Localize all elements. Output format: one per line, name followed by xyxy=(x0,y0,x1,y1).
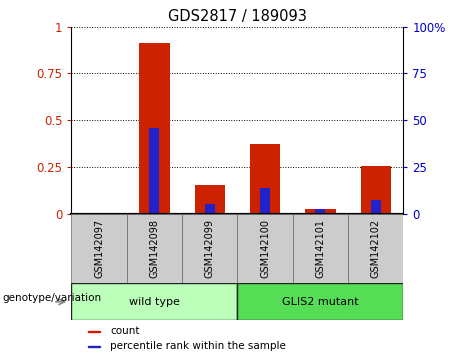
Text: GSM142102: GSM142102 xyxy=(371,219,381,278)
Bar xyxy=(293,214,348,283)
Bar xyxy=(71,283,237,320)
Bar xyxy=(182,214,237,283)
Bar xyxy=(149,128,160,214)
Text: GLIS2 mutant: GLIS2 mutant xyxy=(282,297,359,307)
Text: GSM142101: GSM142101 xyxy=(315,219,325,278)
Bar xyxy=(71,214,127,283)
Bar xyxy=(250,144,280,214)
Text: GSM142097: GSM142097 xyxy=(94,219,104,278)
Bar xyxy=(237,283,403,320)
Bar xyxy=(361,166,391,214)
Bar xyxy=(237,214,293,283)
Bar xyxy=(371,200,381,214)
Bar xyxy=(305,209,336,214)
Text: GSM142098: GSM142098 xyxy=(149,219,160,278)
Text: count: count xyxy=(110,326,140,336)
Bar xyxy=(88,331,100,332)
Text: GSM142099: GSM142099 xyxy=(205,219,215,278)
Bar xyxy=(348,214,403,283)
Text: GSM142100: GSM142100 xyxy=(260,219,270,278)
Bar xyxy=(139,44,170,214)
Text: genotype/variation: genotype/variation xyxy=(2,293,101,303)
Bar xyxy=(195,185,225,214)
Bar xyxy=(260,188,270,214)
Text: wild type: wild type xyxy=(129,297,180,307)
Bar xyxy=(127,214,182,283)
Text: percentile rank within the sample: percentile rank within the sample xyxy=(110,341,286,351)
Bar xyxy=(205,204,215,214)
Title: GDS2817 / 189093: GDS2817 / 189093 xyxy=(168,9,307,24)
Bar xyxy=(88,346,100,347)
Bar xyxy=(315,209,325,214)
